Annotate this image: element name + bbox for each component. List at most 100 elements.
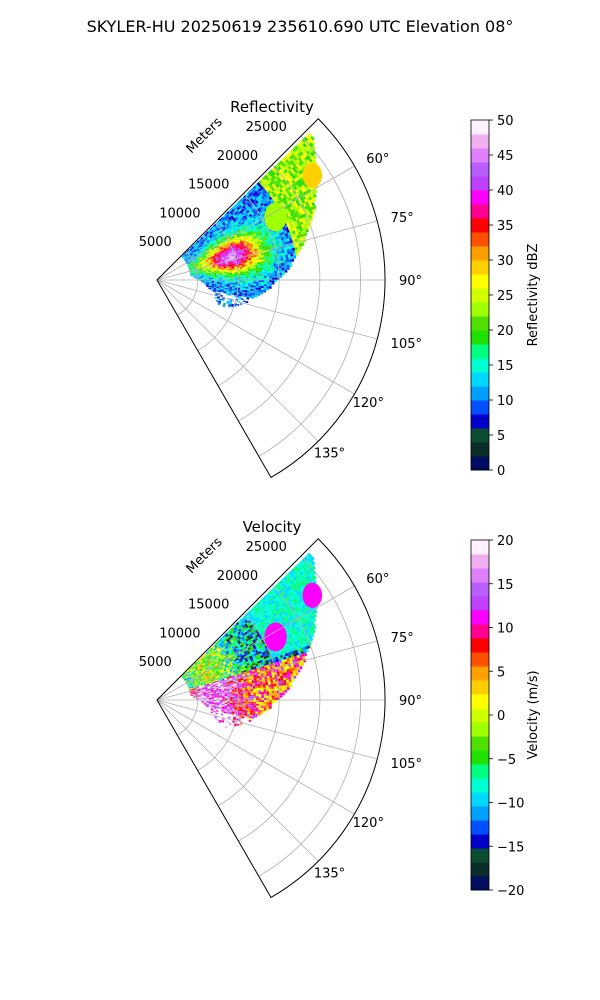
radar-gate — [305, 610, 310, 615]
reflectivity-polar-axes: 500010000150002000025000Meters60°75°90°1… — [139, 115, 422, 479]
radar-gate — [227, 672, 231, 675]
radar-gate — [259, 679, 263, 683]
radar-gate — [203, 255, 207, 258]
radar-gate — [186, 252, 190, 256]
radar-gate — [225, 667, 229, 671]
radar-gate — [305, 606, 310, 611]
radar-gate — [255, 707, 259, 710]
radar-gate — [286, 267, 290, 270]
radar-gate — [298, 170, 303, 175]
radar-gate — [218, 221, 222, 225]
radar-gate — [253, 281, 257, 284]
radar-gate — [275, 231, 279, 235]
radar-gate — [216, 690, 219, 692]
radar-gate — [193, 694, 196, 696]
radar-gate — [257, 627, 261, 632]
radar-gate — [310, 576, 315, 581]
radar-gate — [288, 228, 293, 233]
radar-gate — [253, 210, 257, 215]
radar-gate — [206, 655, 210, 659]
radar-gate — [217, 255, 221, 258]
radar-gate — [203, 702, 207, 704]
colorbar-tick-label: 45 — [497, 149, 514, 164]
radar-gate — [269, 597, 274, 602]
radar-gate — [304, 639, 309, 644]
radar-gate — [219, 222, 223, 226]
radar-gate — [220, 657, 224, 661]
radar-gate — [280, 229, 284, 233]
radar-gate — [203, 698, 207, 700]
radar-gate — [208, 695, 212, 698]
radar-gate — [262, 626, 267, 631]
radar-gate — [283, 650, 288, 654]
radar-gate — [258, 268, 261, 271]
radar-gate — [297, 157, 302, 162]
radar-gate — [227, 228, 231, 232]
radar-gate — [213, 666, 217, 669]
radar-gate — [243, 198, 247, 202]
radar-gate — [269, 704, 272, 707]
radar-gate — [209, 682, 212, 685]
radar-gate — [234, 706, 238, 708]
radar-gate — [242, 273, 246, 276]
radar-gate — [222, 697, 225, 699]
radar-gate — [266, 277, 270, 280]
radar-gate — [264, 178, 268, 183]
radar-gate — [218, 638, 222, 642]
azimuth-line — [156, 165, 355, 281]
radar-gate — [224, 671, 228, 674]
radar-gate — [289, 659, 293, 664]
radar-gate — [239, 690, 243, 693]
radar-gate — [247, 265, 251, 268]
radar-gate — [255, 634, 259, 638]
radar-gate — [226, 288, 230, 290]
radar-gate — [203, 245, 207, 248]
radar-gate — [270, 684, 274, 687]
radar-gate — [243, 698, 246, 700]
radar-gate — [261, 188, 266, 192]
radar-gate — [186, 672, 189, 675]
radar-gate — [290, 615, 294, 620]
radar-gate — [233, 203, 238, 208]
radar-gate — [306, 159, 311, 165]
radar-gate — [297, 629, 302, 634]
radar-gate — [292, 631, 297, 636]
radar-gate — [191, 255, 195, 259]
radar-gate — [191, 670, 194, 673]
radar-gate — [263, 193, 267, 198]
radar-gate — [265, 262, 269, 266]
radar-gate — [302, 615, 307, 620]
radar-gate — [229, 720, 233, 723]
radar-gate — [284, 616, 288, 620]
radar-gate — [225, 241, 229, 244]
radar-gate — [193, 258, 197, 261]
radar-gate — [200, 261, 204, 264]
radar-gate — [252, 709, 256, 712]
radar-gate — [299, 634, 304, 639]
radar-gate — [201, 696, 204, 698]
radar-gate — [218, 258, 222, 261]
radar-gate — [219, 284, 222, 287]
radar-gate — [304, 625, 309, 630]
radar-gate — [250, 707, 254, 710]
radar-gate — [228, 629, 232, 633]
radar-gate — [270, 259, 274, 263]
radar-gate — [271, 599, 276, 604]
radar-gate — [267, 682, 271, 685]
radar-gate — [249, 609, 253, 613]
radar-gate — [195, 257, 199, 260]
radar-gate — [245, 612, 249, 617]
radar-gate — [277, 678, 281, 682]
radar-gate — [220, 216, 224, 220]
radar-gate — [218, 268, 222, 271]
radar-gate — [285, 159, 290, 164]
radar-gate — [196, 265, 200, 268]
radar-gate — [228, 293, 232, 296]
radar-gate — [187, 674, 191, 677]
radar-gate — [254, 637, 258, 642]
radar-gate — [206, 703, 209, 705]
radar-gate — [232, 693, 236, 696]
radar-gate — [243, 206, 247, 211]
radar-gate — [219, 230, 223, 234]
radar-gate — [266, 704, 270, 707]
